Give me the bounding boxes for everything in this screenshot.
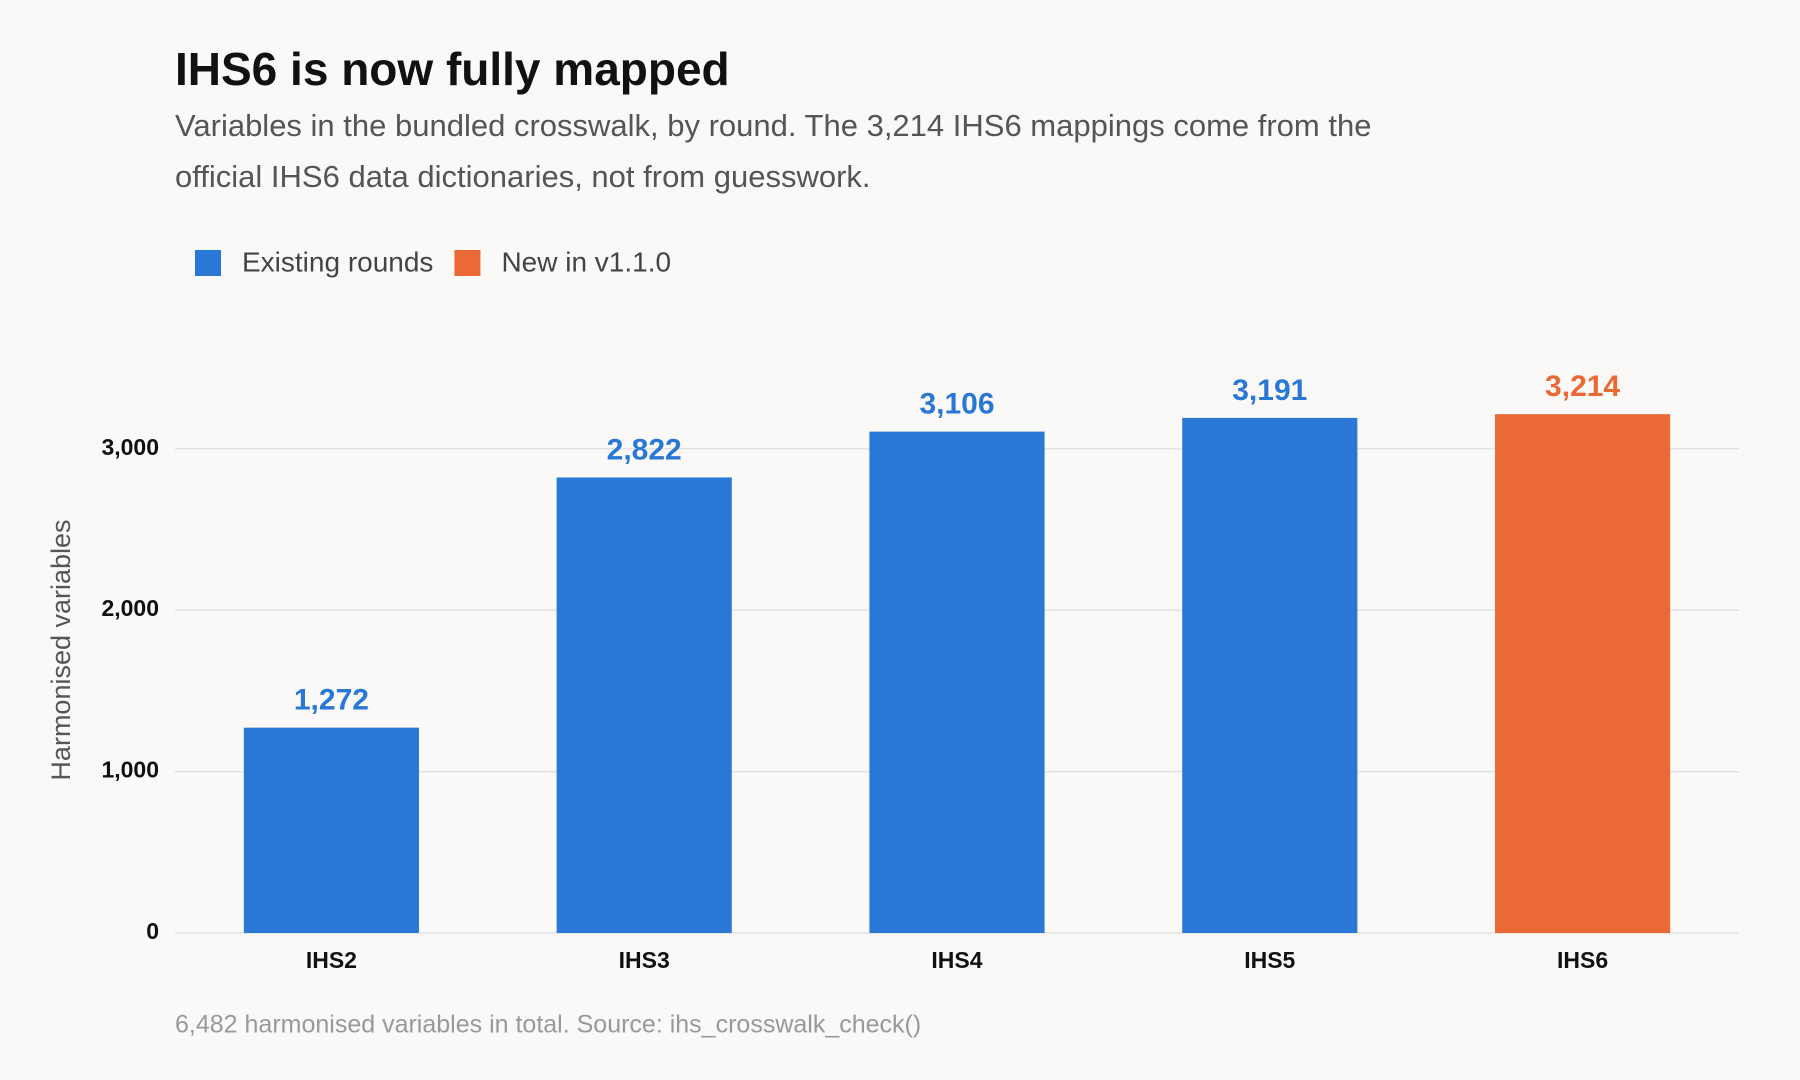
value-label: 2,822 [607,433,682,466]
y-tick-label: 1,000 [101,757,159,783]
value-label: 3,191 [1232,374,1307,407]
legend-label: Existing rounds [242,246,433,277]
x-tick-label: IHS2 [306,947,357,973]
x-tick-label: IHS6 [1557,947,1608,973]
x-tick-label: IHS3 [619,947,670,973]
bar [1182,417,1358,933]
legend-swatch [454,250,481,276]
bar [556,477,732,933]
bar [1495,414,1671,933]
bar [243,727,419,933]
value-label: 3,214 [1545,370,1620,403]
legend-swatch [195,250,221,276]
y-tick-label: 3,000 [101,434,159,460]
bar [869,431,1045,933]
y-tick-label: 2,000 [101,595,159,621]
value-label: 3,106 [919,388,994,421]
legend-label: New in v1.1.0 [501,246,671,277]
chart-subtitle: Variables in the bundled crosswalk, by r… [175,108,1372,194]
value-label: 1,272 [294,684,369,717]
x-tick-label: IHS4 [931,947,982,973]
y-tick-label: 0 [146,918,159,944]
caption: 6,482 harmonised variables in total. Sou… [175,1011,921,1039]
chart-title: IHS6 is now fully mapped [175,43,730,95]
y-axis-label: Harmonised variables [46,519,76,780]
x-tick-label: IHS5 [1244,947,1295,973]
